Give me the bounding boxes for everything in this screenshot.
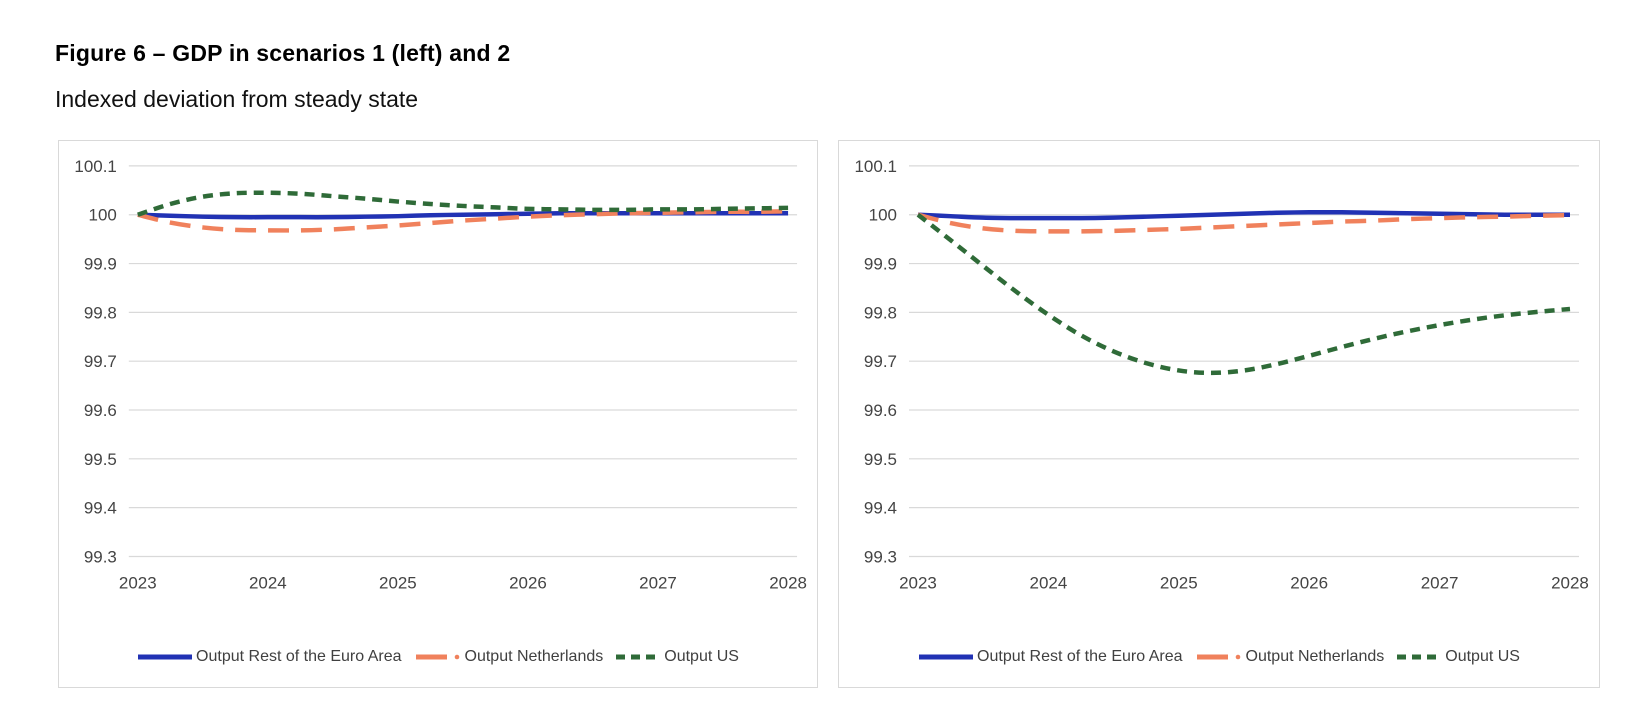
legend-label: Output Netherlands — [1245, 648, 1385, 665]
legend-marker-icon — [616, 654, 661, 660]
legend-marker-icon — [415, 654, 459, 660]
y-axis-tick-label: 100 — [869, 206, 897, 225]
x-axis-tick-label: 2026 — [509, 573, 547, 592]
y-axis-tick-label: 99.5 — [84, 450, 117, 469]
legend-item-output-us: Output US — [1396, 648, 1520, 666]
series-line-output-rest-of-the-euro-area — [917, 209, 1570, 221]
chart-panel-left: 100.1 100 99.9 99.8 99.7 99.6 99.5 99.4 99.3 2023… — [58, 140, 818, 688]
y-axis-tick-label: 99.3 — [864, 547, 897, 566]
legend-item-output-netherlands: Output Netherlands — [1195, 648, 1385, 666]
y-axis-tick-label: 99.8 — [84, 303, 117, 322]
y-axis-tick-label: 99.6 — [864, 401, 897, 420]
y-axis-tick-label: 100.1 — [854, 157, 897, 176]
legend-item-output-rest-of-the-euro-area: Output Rest of the Euro Area — [137, 648, 402, 666]
chart-panel-right: 100.1 100 99.9 99.8 99.7 99.6 99.5 99.4 99.3 2023… — [838, 140, 1600, 688]
y-axis-tick-label: 100 — [89, 206, 117, 225]
x-axis-tick-label: 2023 — [119, 573, 157, 592]
y-axis-tick-label: 99.7 — [84, 352, 117, 371]
legend-label: Output Netherlands — [464, 648, 604, 665]
chart-legend: Output Rest of the Euro Area Output Nethe… — [839, 641, 1599, 673]
y-axis-tick-label: 99.6 — [84, 401, 117, 420]
series-line-output-netherlands — [137, 209, 789, 233]
legend-label: Output Rest of the Euro Area — [196, 648, 402, 665]
y-axis-tick-label: 99.3 — [84, 547, 117, 566]
series-line-output-us — [916, 212, 1571, 376]
y-axis-tick-label: 99.5 — [864, 450, 897, 469]
line-chart-scenario-1: 100.1 100 99.9 99.8 99.7 99.6 99.5 99.4 99.32023… — [74, 157, 807, 592]
y-axis-tick-label: 99.9 — [84, 255, 117, 274]
x-axis-tick-label: 2028 — [1551, 573, 1589, 592]
x-axis-tick-label: 2025 — [379, 573, 417, 592]
x-axis-tick-label: 2024 — [249, 573, 287, 592]
legend-label: Output Rest of the Euro Area — [977, 648, 1183, 665]
y-axis-tick-label: 99.4 — [864, 499, 897, 518]
legend-item-output-netherlands: Output Netherlands — [414, 648, 604, 666]
y-axis-tick-label: 99.8 — [864, 303, 897, 322]
x-axis-tick-label: 2023 — [899, 573, 937, 592]
line-chart-scenario-2: 100.1 100 99.9 99.8 99.7 99.6 99.5 99.4 99.32023… — [854, 157, 1589, 592]
legend-marker-icon — [1397, 654, 1442, 660]
x-axis-tick-label: 2027 — [639, 573, 677, 592]
legend-label: Output US — [664, 648, 739, 665]
legend-item-output-us: Output US — [615, 648, 739, 666]
legend-marker-icon — [919, 654, 974, 660]
series-line-output-netherlands — [917, 212, 1571, 234]
legend-marker-icon — [1196, 654, 1240, 660]
chart-legend: Output Rest of the Euro Area Output Nethe… — [59, 641, 817, 673]
x-axis-tick-label: 2026 — [1290, 573, 1328, 592]
legend-label: Output US — [1445, 648, 1520, 665]
y-axis-tick-label: 99.9 — [864, 255, 897, 274]
legend-marker-icon — [138, 654, 193, 660]
x-axis-tick-label: 2025 — [1160, 573, 1198, 592]
x-axis-tick-label: 2024 — [1030, 573, 1068, 592]
series-line-output-rest-of-the-euro-area — [137, 210, 789, 220]
y-axis-tick-label: 99.4 — [84, 499, 117, 518]
x-axis-tick-label: 2027 — [1421, 573, 1459, 592]
figure-subtitle: Indexed deviation from steady state — [55, 86, 419, 112]
series-line-output-us — [137, 190, 789, 217]
x-axis-tick-label: 2028 — [769, 573, 807, 592]
y-axis-tick-label: 100.1 — [74, 157, 116, 176]
legend-item-output-rest-of-the-euro-area: Output Rest of the Euro Area — [918, 648, 1183, 666]
figure-title: Figure 6 – GDP in scenarios 1 (left) and… — [55, 40, 511, 66]
y-axis-tick-label: 99.7 — [864, 352, 897, 371]
